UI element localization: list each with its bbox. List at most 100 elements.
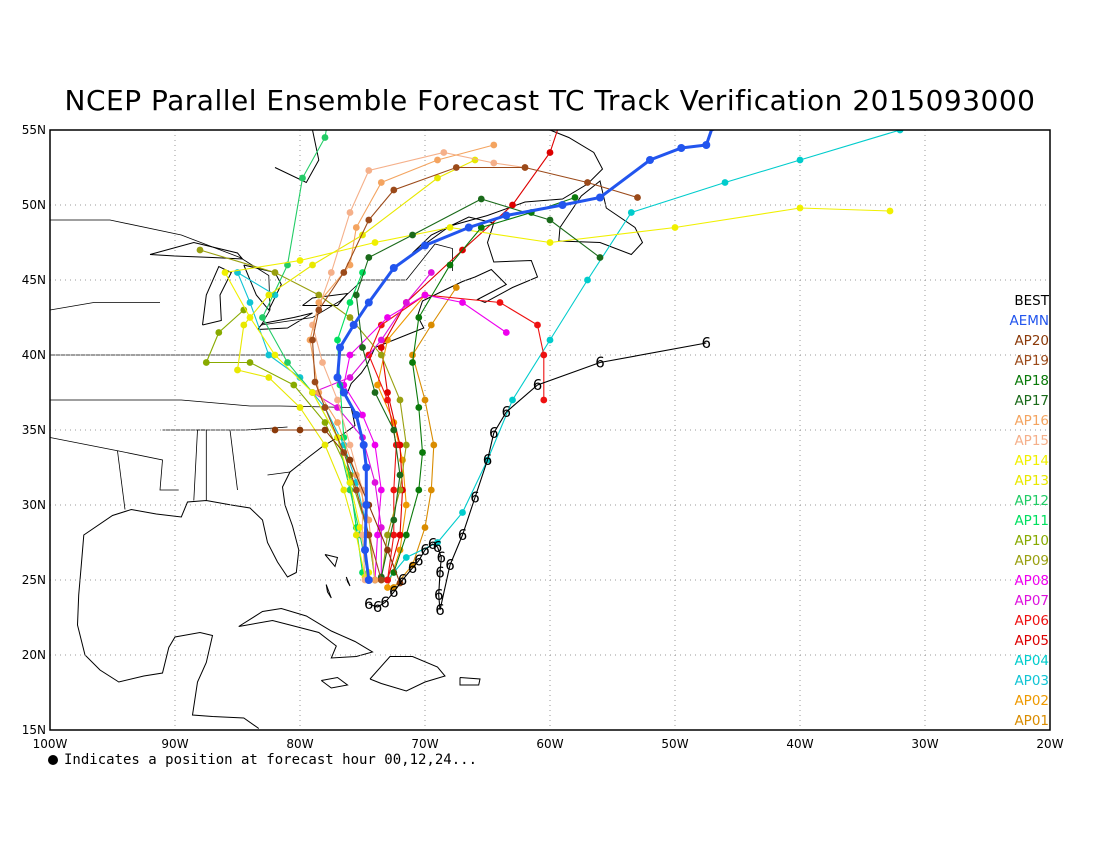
legend-item-ap02: AP02	[1014, 693, 1049, 709]
legend-item-ap16: AP16	[1014, 413, 1049, 429]
track-point	[246, 314, 254, 321]
track-point	[421, 291, 429, 299]
track-point	[265, 291, 273, 299]
x-tick-label: 50W	[661, 737, 688, 751]
track-point	[356, 524, 364, 531]
track-point	[352, 486, 360, 494]
x-tick-label: 100W	[33, 737, 68, 751]
track-point	[546, 336, 554, 344]
legend-item-ap10: AP10	[1014, 533, 1049, 549]
track-point	[415, 486, 423, 494]
track-point	[296, 404, 304, 411]
track-point	[328, 97, 335, 104]
hurricane-symbol-icon: 6	[701, 334, 711, 352]
track-point	[446, 224, 454, 231]
track-point	[464, 223, 473, 232]
track-point	[234, 366, 241, 374]
plot-frame	[49, 129, 1051, 731]
track-point	[362, 463, 371, 472]
track-point	[646, 156, 654, 164]
footnote-text: Indicates a position at forecast hour 00…	[64, 752, 478, 768]
track-point	[364, 576, 373, 584]
track-point	[409, 359, 416, 366]
track-point	[371, 389, 379, 396]
track-point	[377, 344, 385, 351]
coastline	[80, 130, 604, 578]
track-point	[634, 194, 641, 201]
track-point	[402, 441, 410, 449]
track-line	[311, 272, 432, 577]
track-point	[371, 239, 379, 246]
track-point	[490, 159, 498, 167]
legend-item-ap04: AP04	[1014, 653, 1049, 669]
hurricane-symbol-icon: 6	[364, 595, 374, 613]
hurricane-symbol-icon: 6	[445, 556, 455, 574]
track-point	[540, 396, 548, 404]
hurricane-symbol-icon: 6	[398, 571, 408, 589]
track-point	[362, 501, 371, 509]
track-point	[309, 389, 316, 396]
coastline	[76, 564, 260, 729]
track-point	[319, 359, 326, 366]
hurricane-symbol-icon: 6	[436, 549, 446, 567]
track-point	[390, 531, 398, 539]
chart-title: NCEP Parallel Ensemble Forecast TC Track…	[64, 84, 1036, 117]
track-point	[336, 343, 344, 352]
hurricane-symbol-icon: 6	[408, 559, 418, 577]
track-point	[340, 486, 348, 494]
track-point	[384, 389, 391, 396]
footnote: Indicates a position at forecast hour 00…	[48, 752, 477, 768]
track-point	[390, 186, 398, 194]
legend-item-ap19: AP19	[1014, 353, 1049, 369]
track-point	[509, 396, 516, 404]
track-point	[584, 276, 591, 284]
track-line	[368, 342, 707, 611]
track-ap05	[377, 130, 559, 584]
track-point	[434, 539, 441, 546]
track-point	[377, 179, 385, 186]
track-point	[365, 216, 373, 224]
track-point	[596, 254, 604, 261]
track-point	[521, 164, 529, 171]
track-point	[334, 336, 341, 344]
track-point	[352, 224, 360, 231]
track-point	[796, 156, 804, 164]
track-point	[346, 374, 354, 381]
track-point	[421, 241, 429, 250]
track-point	[452, 164, 460, 171]
track-point	[402, 299, 410, 306]
track-point	[346, 456, 354, 464]
track-point	[359, 344, 366, 351]
track-point	[415, 314, 423, 321]
coastline	[202, 265, 232, 326]
track-point	[596, 193, 604, 202]
track-point	[346, 299, 354, 306]
track-point	[427, 269, 435, 276]
track-point	[321, 441, 329, 449]
track-point	[352, 531, 360, 539]
y-tick-label: 20N	[22, 648, 46, 662]
track-point	[374, 531, 381, 539]
state-boundary	[50, 399, 352, 408]
y-tick-label: 55N	[22, 123, 46, 137]
track-point	[377, 524, 385, 531]
legend-item-aemn: AEMN	[1009, 313, 1049, 329]
hurricane-symbol-icon: 6	[433, 538, 443, 556]
track-line	[336, 272, 364, 573]
track-point	[409, 231, 416, 239]
track-point	[558, 201, 567, 209]
legend-item-ap06: AP06	[1014, 613, 1049, 629]
legend-item-ap13: AP13	[1014, 473, 1049, 489]
track-point	[365, 531, 373, 539]
track-point	[540, 351, 548, 359]
track-point	[377, 336, 385, 344]
x-tick-label: 80W	[286, 737, 313, 751]
track-point	[415, 404, 423, 411]
track-aemn	[333, 130, 716, 584]
track-point	[546, 239, 554, 246]
track-point	[496, 299, 504, 306]
track-point	[365, 254, 373, 261]
hurricane-symbol-icon: 6	[414, 552, 424, 570]
legend-item-best: BEST	[1014, 293, 1049, 309]
track-point	[671, 224, 679, 231]
